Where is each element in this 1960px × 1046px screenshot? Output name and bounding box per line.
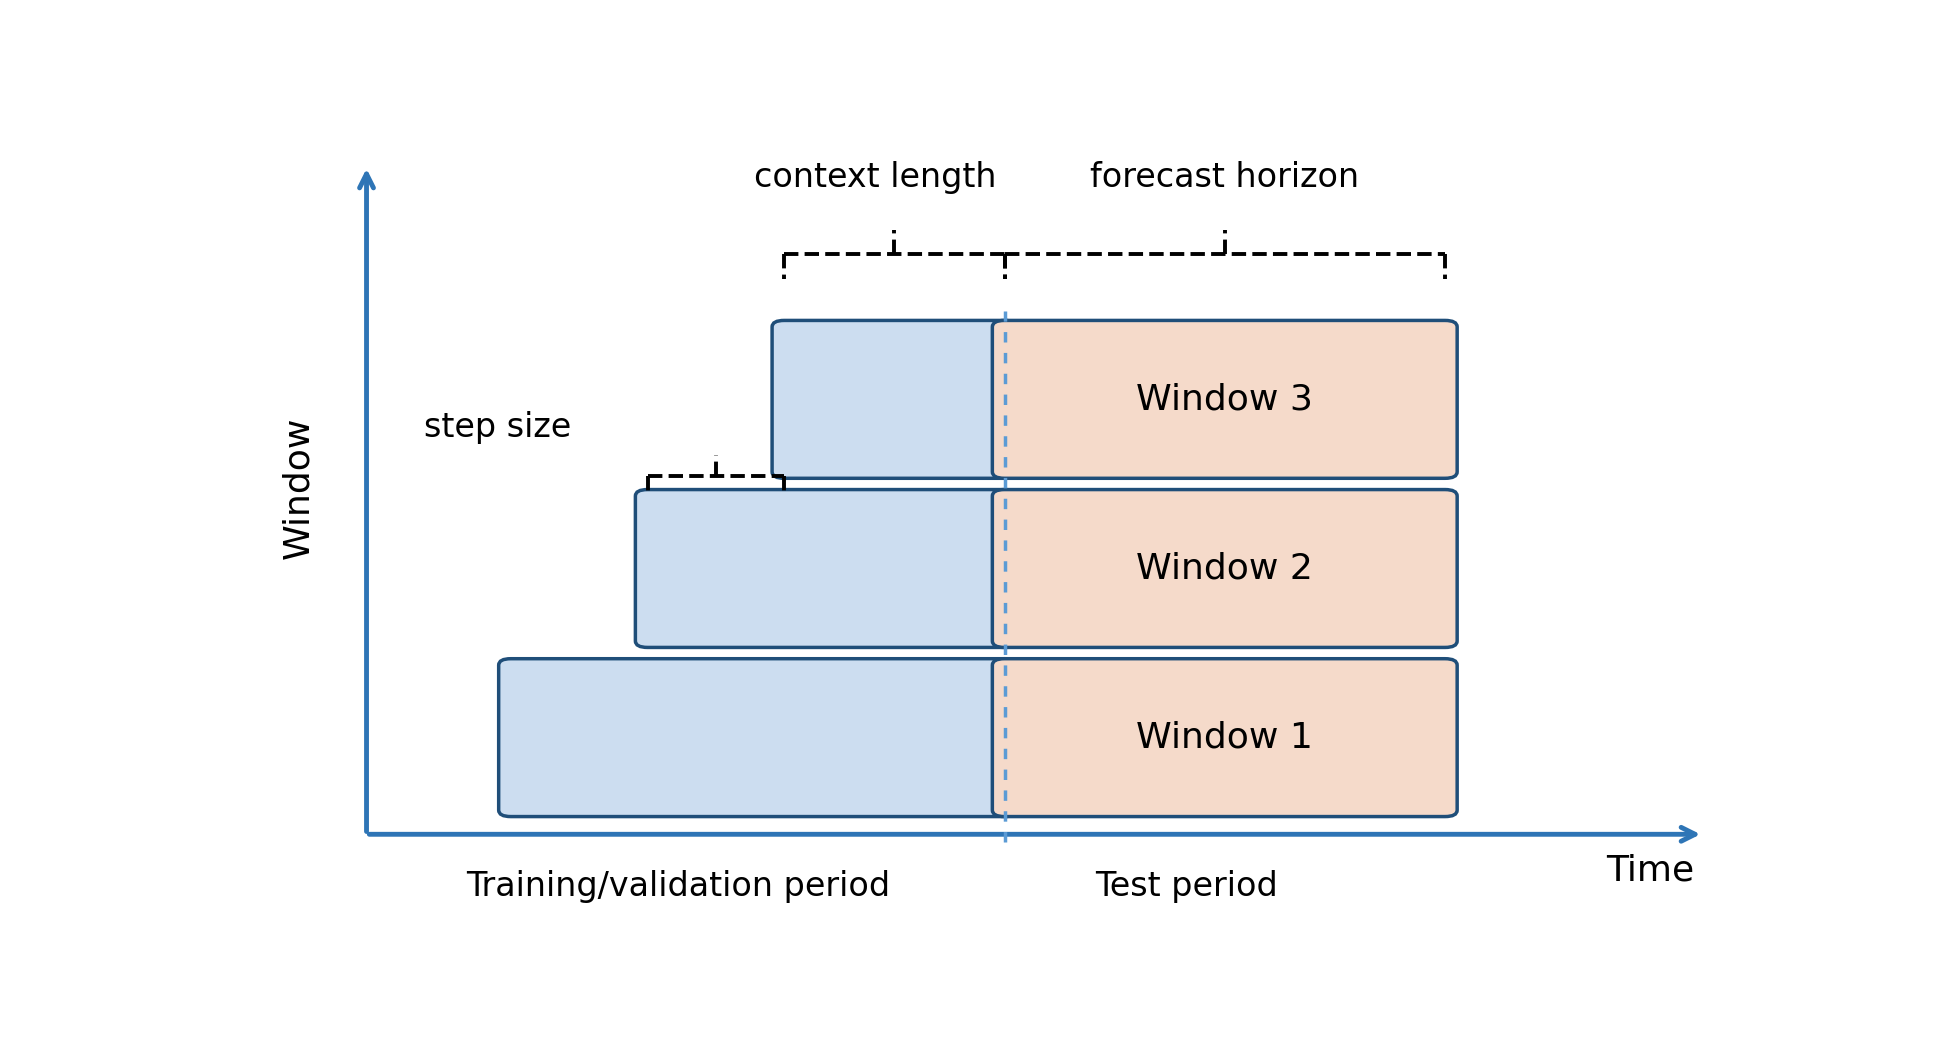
FancyBboxPatch shape	[772, 320, 1017, 478]
FancyBboxPatch shape	[992, 490, 1456, 647]
Text: Test period: Test period	[1096, 870, 1278, 903]
Text: Window: Window	[280, 416, 316, 560]
Text: Window 1: Window 1	[1137, 721, 1313, 754]
Text: context length: context length	[755, 161, 996, 195]
Text: Window 2: Window 2	[1137, 551, 1313, 586]
Text: Time: Time	[1605, 854, 1693, 888]
FancyBboxPatch shape	[498, 659, 1017, 817]
FancyBboxPatch shape	[992, 320, 1456, 478]
FancyBboxPatch shape	[635, 490, 1017, 647]
Text: Window 3: Window 3	[1137, 383, 1313, 416]
Text: step size: step size	[423, 411, 572, 445]
Text: Training/validation period: Training/validation period	[466, 870, 890, 903]
FancyBboxPatch shape	[992, 659, 1456, 817]
Text: forecast horizon: forecast horizon	[1090, 161, 1360, 195]
